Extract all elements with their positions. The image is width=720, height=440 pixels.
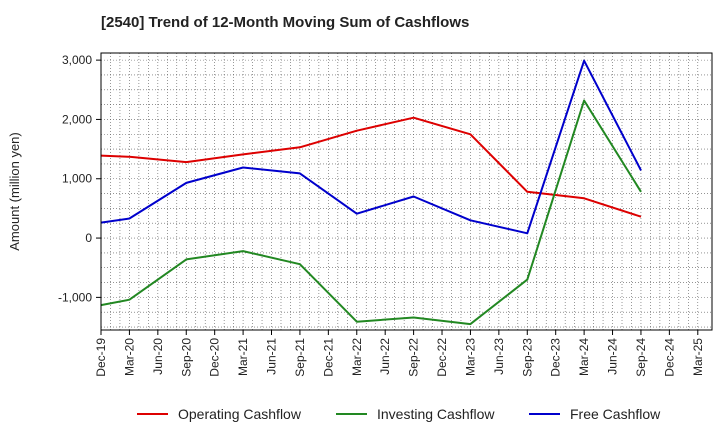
series-lines — [100, 59, 642, 326]
y-axis: 3,000 2,000 1,000 0 -1,000 — [58, 53, 101, 304]
x-tick-label: Sep-21 — [293, 338, 307, 377]
x-tick-label: Dec-19 — [94, 338, 108, 377]
legend-label-operating-cashflow: Operating Cashflow — [178, 406, 302, 422]
x-tick-label: Jun-23 — [492, 338, 506, 375]
legend: Operating Cashflow Investing Cashflow Free… — [137, 406, 661, 422]
x-tick-label: Mar-25 — [691, 338, 705, 376]
y-tick-label: 2,000 — [62, 112, 92, 126]
x-tick-label: Jun-24 — [606, 338, 620, 375]
x-tick-label: Dec-20 — [208, 338, 222, 377]
x-tick-label: Sep-22 — [407, 338, 421, 377]
x-tick-label: Mar-20 — [122, 338, 136, 376]
legend-label-free-cashflow: Free Cashflow — [570, 406, 661, 422]
grid-lines — [101, 53, 712, 330]
x-tick-label: Jun-20 — [151, 338, 165, 375]
y-axis-label: Amount (million yen) — [7, 132, 22, 251]
x-tick-label: Mar-22 — [350, 338, 364, 376]
y-tick-label: 0 — [85, 231, 92, 245]
y-tick-label: -1,000 — [58, 290, 92, 304]
x-tick-label: Dec-23 — [549, 338, 563, 377]
x-tick-label: Sep-24 — [634, 338, 648, 377]
x-tick-label: Dec-21 — [321, 338, 335, 377]
x-tick-label: Jun-21 — [265, 338, 279, 375]
free-cashflow-line — [100, 59, 642, 235]
x-tick-label: Mar-23 — [463, 338, 477, 376]
legend-label-investing-cashflow: Investing Cashflow — [377, 406, 495, 422]
y-tick-label: 1,000 — [62, 172, 92, 186]
x-tick-label: Dec-24 — [662, 338, 676, 377]
investing-cashflow-line — [100, 99, 642, 326]
x-tick-label: Mar-21 — [236, 338, 250, 376]
x-tick-label: Mar-24 — [577, 338, 591, 376]
operating-cashflow-line — [100, 116, 642, 218]
x-axis: Dec-19 Mar-20 Jun-20 Sep-20 Dec-20 Mar-21 Jun-… — [94, 330, 705, 377]
y-tick-label: 3,000 — [62, 53, 92, 67]
x-tick-label: Sep-20 — [179, 338, 193, 377]
x-tick-label: Sep-23 — [520, 338, 534, 377]
x-tick-label: Jun-22 — [378, 338, 392, 375]
plot-area-frame — [100, 52, 713, 331]
chart-title: [2540] Trend of 12-Month Moving Sum of C… — [101, 14, 470, 31]
x-tick-label: Dec-22 — [435, 338, 449, 377]
